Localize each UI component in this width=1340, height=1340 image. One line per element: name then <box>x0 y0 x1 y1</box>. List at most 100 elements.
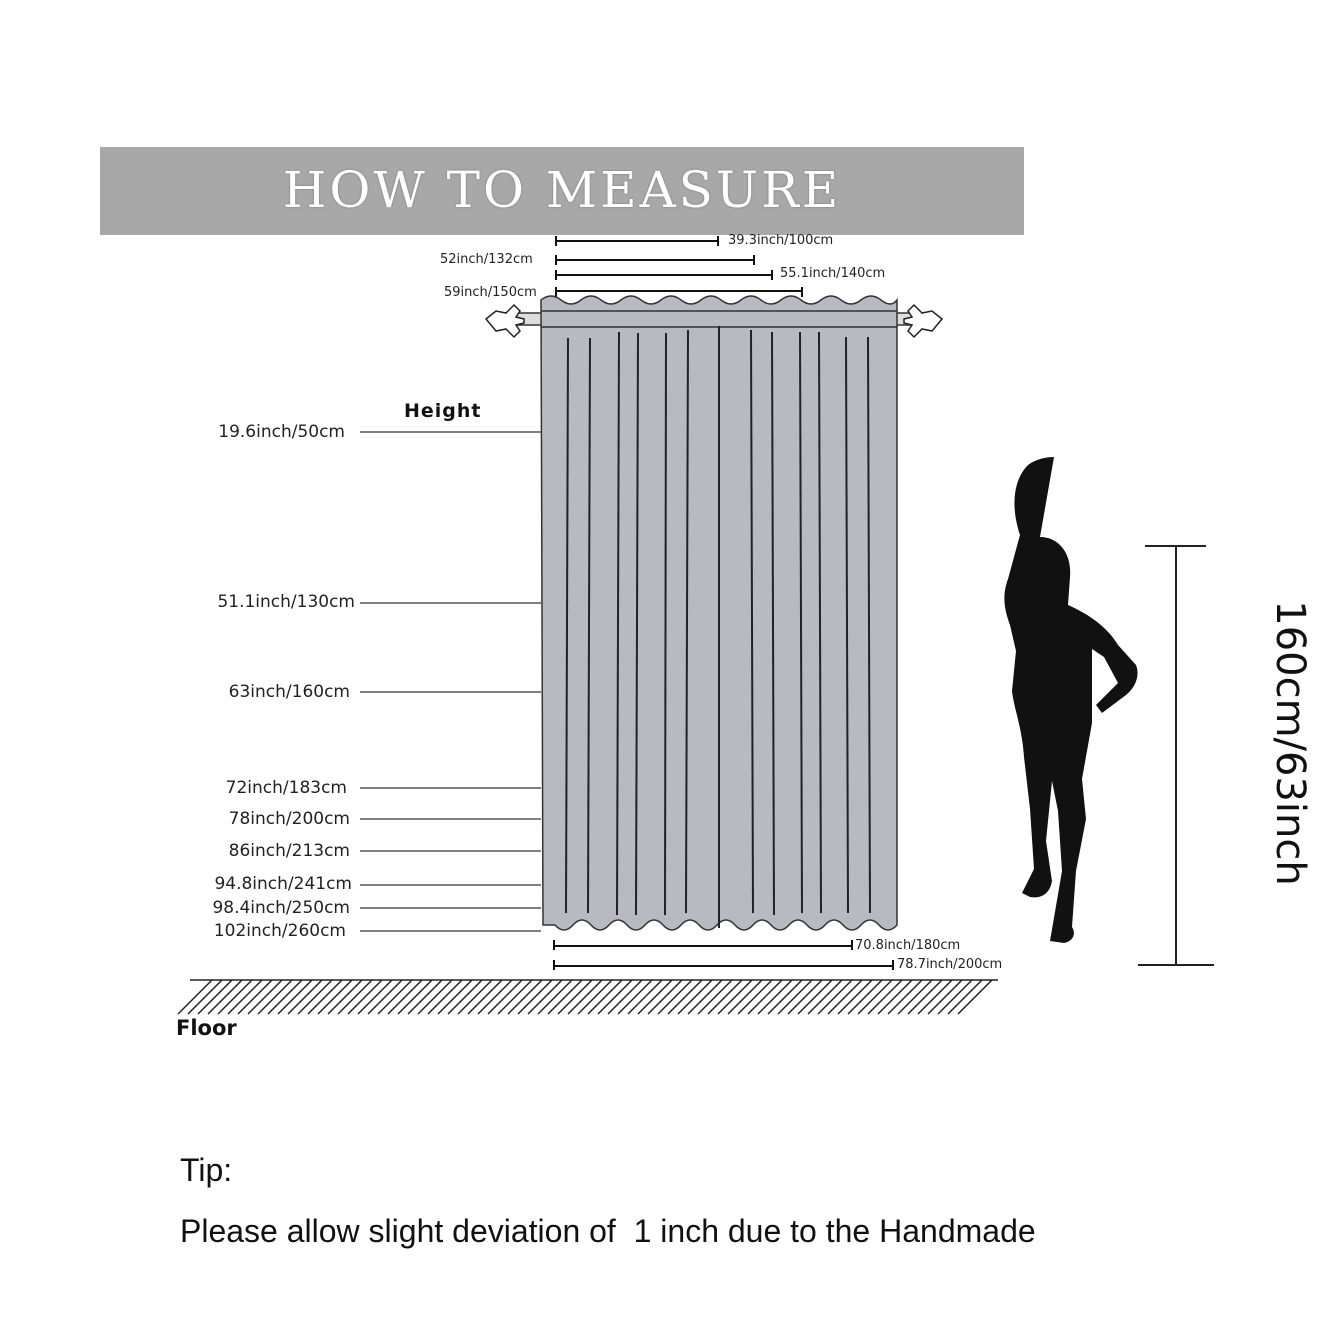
floor-hatch-stroke <box>657 979 693 1015</box>
height-label: 19.6inch/50cm <box>218 422 345 442</box>
floor-hatch-stroke <box>307 979 343 1015</box>
height-label: 51.1inch/130cm <box>217 592 355 612</box>
floor-hatch-stroke <box>877 979 913 1015</box>
floor-hatch-stroke <box>227 979 263 1015</box>
floor-hatch-stroke <box>387 979 423 1015</box>
floor-hatch-stroke <box>447 979 483 1015</box>
height-leader-lines <box>360 431 541 932</box>
floor-hatch-stroke <box>637 979 673 1015</box>
rod-finial-right-icon <box>903 303 944 339</box>
floor-hatch-stroke <box>457 979 493 1015</box>
floor-hatch-stroke <box>887 979 923 1015</box>
floor-hatch-stroke <box>587 979 623 1015</box>
person-height-label: 160cm/63inch <box>1267 600 1313 886</box>
floor-hatch-stroke <box>537 979 573 1015</box>
floor-hatch-stroke <box>667 979 703 1015</box>
height-label: 98.4inch/250cm <box>212 898 350 918</box>
floor-hatch-stroke <box>197 979 233 1015</box>
floor-hatch-stroke <box>207 979 243 1015</box>
floor-hatch-stroke <box>297 979 333 1015</box>
floor-hatch-stroke <box>257 979 293 1015</box>
tip-title: Tip: <box>180 1152 233 1188</box>
floor-hatch-stroke <box>607 979 643 1015</box>
floor-hatch-stroke <box>547 979 583 1015</box>
floor-hatch-stroke <box>857 979 893 1015</box>
floor-hatch-stroke <box>617 979 653 1015</box>
floor-hatch-stroke <box>277 979 313 1015</box>
floor-hatch-stroke <box>417 979 453 1015</box>
floor-hatch-stroke <box>357 979 393 1015</box>
floor-hatch-stroke <box>427 979 463 1015</box>
floor-hatch-stroke <box>177 979 213 1015</box>
rod-finial-left-icon <box>484 303 525 339</box>
person-height-line <box>1138 545 1214 966</box>
floor-hatch-stroke <box>687 979 723 1015</box>
floor-hatch-stroke <box>217 979 253 1015</box>
floor-label: Floor <box>176 1016 237 1040</box>
floor-hatch-stroke <box>497 979 533 1015</box>
bottom-width-label-180: 70.8inch/180cm <box>855 938 961 953</box>
floor-hatch-stroke <box>467 979 503 1015</box>
height-label: 102inch/260cm <box>213 921 346 941</box>
floor-hatch-stroke <box>767 979 803 1015</box>
floor-hatch-stroke <box>507 979 543 1015</box>
floor-hatch-stroke <box>647 979 683 1015</box>
width-label-100: 39.3inch/100cm <box>728 233 834 248</box>
width-line-100 <box>555 236 719 246</box>
floor-hatch-stroke <box>437 979 473 1015</box>
floor-hatch-stroke <box>717 979 753 1015</box>
floor-hatch-stroke <box>807 979 843 1015</box>
height-label: 63inch/160cm <box>228 682 350 702</box>
floor-hatch-stroke <box>777 979 813 1015</box>
floor-hatch-stroke <box>917 979 953 1015</box>
floor-hatch-stroke <box>927 979 963 1015</box>
width-label-140: 55.1inch/140cm <box>780 266 886 281</box>
floor-hatch-stroke <box>487 979 523 1015</box>
title-banner: HOW TO MEASURE <box>100 147 1024 235</box>
floor-hatch-stroke <box>937 979 973 1015</box>
height-label: 94.8inch/241cm <box>214 874 352 894</box>
floor-hatch-stroke <box>527 979 563 1015</box>
floor-hatch-stroke <box>697 979 733 1015</box>
width-label-132: 52inch/132cm <box>440 252 533 267</box>
floor-hatch <box>177 979 998 1015</box>
floor-hatch-stroke <box>837 979 873 1015</box>
floor-hatch-stroke <box>867 979 903 1015</box>
floor-hatch-stroke <box>957 979 993 1015</box>
floor-hatch-stroke <box>847 979 883 1015</box>
height-label: 78inch/200cm <box>228 809 350 829</box>
floor-hatch-stroke <box>567 979 603 1015</box>
floor-hatch-stroke <box>707 979 743 1015</box>
floor-hatch-stroke <box>557 979 593 1015</box>
bottom-width-label-200: 78.7inch/200cm <box>897 957 1003 972</box>
person-silhouette <box>1004 457 1138 943</box>
floor-hatch-stroke <box>907 979 943 1015</box>
height-label: 72inch/183cm <box>225 778 347 798</box>
floor-hatch-stroke <box>597 979 633 1015</box>
title-text: HOW TO MEASURE <box>282 161 842 219</box>
floor-hatch-stroke <box>727 979 763 1015</box>
floor-hatch-stroke <box>797 979 833 1015</box>
floor-hatch-stroke <box>367 979 403 1015</box>
floor-hatch-stroke <box>187 979 223 1015</box>
height-title: Height <box>404 400 482 422</box>
floor-hatch-stroke <box>627 979 663 1015</box>
floor-hatch-stroke <box>947 979 983 1015</box>
floor-hatch-stroke <box>827 979 863 1015</box>
floor-hatch-stroke <box>317 979 353 1015</box>
floor-hatch-stroke <box>787 979 823 1015</box>
tip-text: Please allow slight deviation of 1 inch … <box>180 1213 1036 1249</box>
floor-hatch-stroke <box>377 979 413 1015</box>
floor-hatch-stroke <box>337 979 373 1015</box>
height-label: 86inch/213cm <box>228 841 350 861</box>
floor-hatch-stroke <box>747 979 783 1015</box>
floor-hatch-stroke <box>477 979 513 1015</box>
curtain-pleats <box>565 326 871 928</box>
floor-hatch-stroke <box>737 979 773 1015</box>
width-label-150: 59inch/150cm <box>444 285 537 300</box>
floor-hatch-stroke <box>817 979 853 1015</box>
floor-hatch-stroke <box>237 979 273 1015</box>
floor-hatch-stroke <box>897 979 933 1015</box>
width-line-150 <box>555 287 803 297</box>
